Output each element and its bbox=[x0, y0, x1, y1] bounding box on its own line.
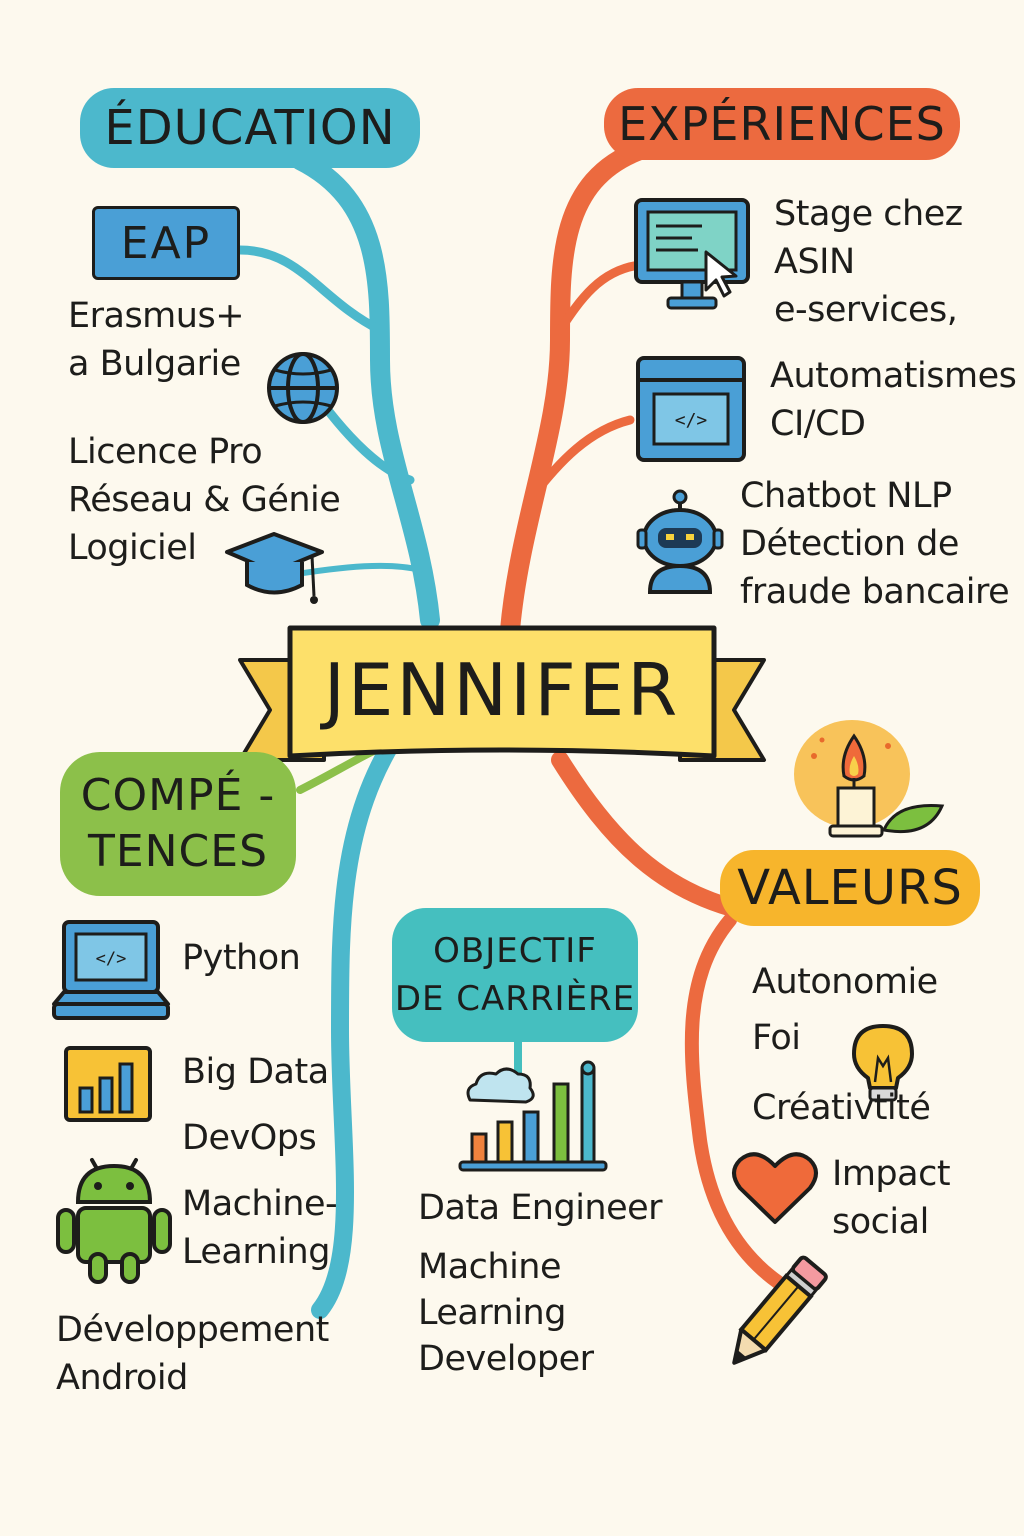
svg-text:</>: </> bbox=[96, 949, 127, 969]
title: JENNIFER bbox=[323, 648, 681, 732]
experiences-stage: Stage chez ASIN e-services, bbox=[774, 194, 963, 330]
eap-badge: EAP bbox=[92, 206, 240, 280]
valeurs-creativite: Créativtité bbox=[752, 1088, 931, 1128]
globe-icon bbox=[267, 352, 339, 424]
competences-machine-learning: Machine- Learning bbox=[182, 1184, 338, 1272]
education-licence: Licence Pro Réseau & Génie Logiciel bbox=[68, 432, 341, 568]
lightbulb-icon bbox=[852, 1024, 914, 1102]
education-erasmus: Erasmus+ a Bulgarie bbox=[68, 296, 245, 384]
heart-icon bbox=[732, 1152, 818, 1224]
code-window-icon: </> bbox=[636, 356, 746, 462]
pencil-icon bbox=[732, 1255, 828, 1365]
competences-python: Python bbox=[182, 938, 301, 978]
objectif-heading: OBJECTIF DE CARRIÈRE bbox=[392, 908, 638, 1042]
experiences-heading: EXPÉRIENCES bbox=[604, 88, 960, 160]
bar-chart-icon bbox=[64, 1046, 152, 1122]
robot-icon bbox=[636, 489, 724, 594]
valeurs-autonomie: Autonomie bbox=[752, 962, 938, 1002]
competences-big-data: Big Data bbox=[182, 1052, 329, 1092]
education-heading: ÉDUCATION bbox=[80, 88, 420, 168]
valeurs-foi: Foi bbox=[752, 1018, 801, 1058]
android-icon bbox=[56, 1158, 172, 1284]
competences-heading: COMPÉ - TENCES bbox=[60, 752, 296, 896]
computer-screen-icon bbox=[634, 198, 750, 310]
objectif-data-engineer: Data Engineer bbox=[418, 1188, 663, 1228]
experiences-chatbot: Chatbot NLP Détection de fraude bancaire bbox=[740, 476, 1010, 612]
objectif-ml-developer: Machine Learning Developer bbox=[418, 1247, 594, 1379]
candle-icon bbox=[794, 720, 945, 838]
competences-devops: DevOps bbox=[182, 1118, 317, 1158]
laptop-code-icon: </> bbox=[52, 920, 170, 1020]
growth-chart-icon bbox=[458, 1060, 608, 1172]
valeurs-impact: Impact social bbox=[832, 1154, 951, 1242]
competences-android: Développement Android bbox=[56, 1310, 329, 1398]
graduation-cap-icon bbox=[225, 532, 324, 604]
svg-text:</>: </> bbox=[675, 410, 708, 431]
experiences-automatismes: Automatismes CI/CD bbox=[770, 356, 1017, 444]
valeurs-heading: VALEURS bbox=[720, 850, 980, 926]
